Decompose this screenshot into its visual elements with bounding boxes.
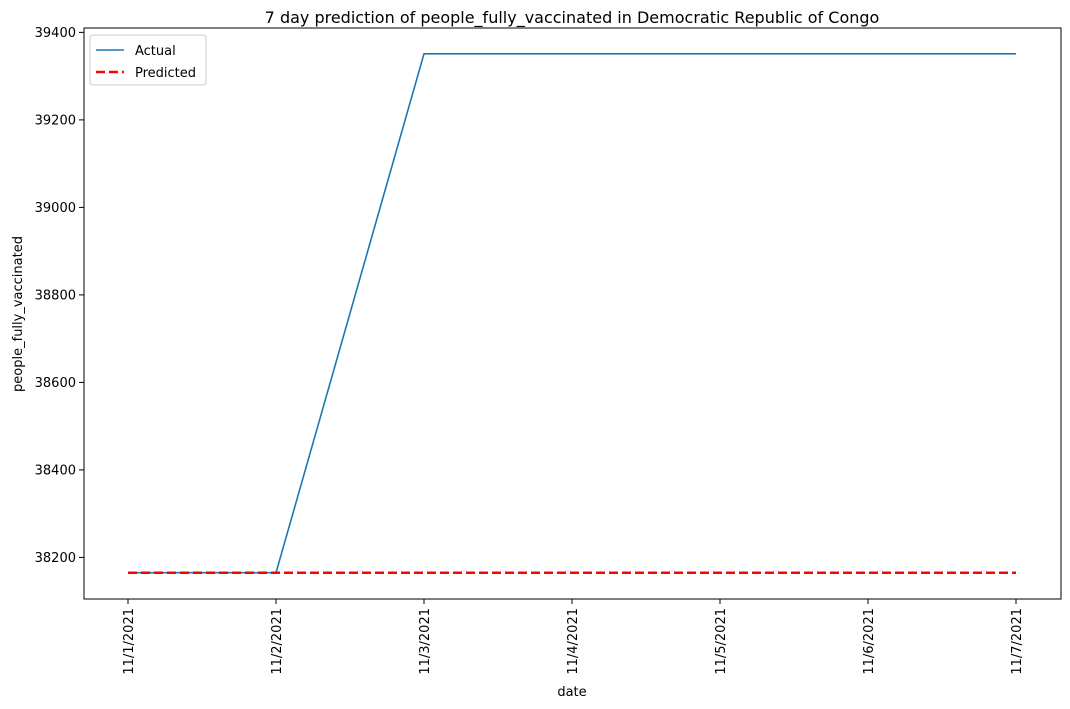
y-tick-label: 39000 [35, 201, 76, 216]
legend-label-actual: Actual [135, 44, 176, 59]
legend-box [89, 34, 207, 86]
legend-label-predicted: Predicted [135, 66, 196, 81]
y-tick-label: 38800 [35, 288, 76, 303]
x-tick-label: 11/4/2021 [566, 608, 581, 675]
y-tick-label: 38400 [35, 463, 76, 478]
series-line-actual [128, 52, 1016, 574]
y-axis: 38200 38400 38600 38800 39000 39200 39400 [35, 26, 84, 566]
y-axis-title: people_fully_vaccinated [11, 236, 26, 392]
x-tick-label: 11/3/2021 [418, 608, 433, 675]
x-tick-label: 11/2/2021 [270, 608, 285, 675]
x-tick-label: 11/6/2021 [862, 608, 877, 675]
x-axis-title: date [557, 685, 586, 700]
plot-area [83, 27, 1062, 600]
x-axis: 11/1/2021 11/2/2021 11/3/2021 11/4/2021 11/5… [122, 599, 1025, 675]
x-tick-label: 11/5/2021 [714, 608, 729, 675]
y-tick-label: 39200 [35, 113, 76, 128]
y-tick-label: 39400 [35, 26, 76, 41]
x-tick-label: 11/7/2021 [1010, 608, 1025, 675]
y-tick-label: 38200 [35, 551, 76, 566]
legend: Actual Predicted [89, 34, 207, 86]
chart-title: 7 day prediction of people_fully_vaccina… [265, 8, 880, 28]
plot-frame [83, 27, 1062, 600]
x-tick-label: 11/1/2021 [122, 608, 137, 675]
y-tick-label: 38600 [35, 376, 76, 391]
series-layer [128, 52, 1016, 574]
